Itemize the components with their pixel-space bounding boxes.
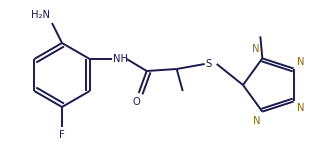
Text: N: N	[297, 103, 304, 113]
Text: NH: NH	[113, 54, 128, 64]
Text: H₂N: H₂N	[31, 10, 50, 20]
Text: N: N	[297, 57, 304, 66]
Text: N: N	[252, 44, 259, 54]
Text: S: S	[206, 59, 212, 69]
Text: F: F	[59, 130, 65, 140]
Text: O: O	[133, 97, 140, 107]
Text: N: N	[253, 116, 260, 126]
